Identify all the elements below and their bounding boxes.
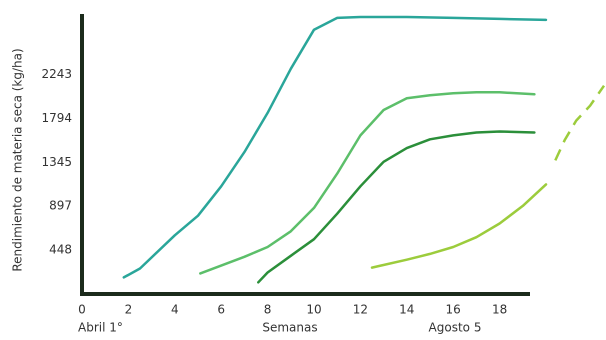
- x-tick-label: 6: [217, 303, 225, 317]
- y-axis-label: Rendimiento de materia seca (kg/ha): [11, 48, 25, 271]
- x-tick-label: 18: [492, 303, 507, 317]
- x-tick-label: 12: [353, 303, 368, 317]
- y-tick-label: 1794: [41, 111, 72, 125]
- x-tick-label: 14: [399, 303, 414, 317]
- annotation: Abril 1°: [78, 321, 123, 335]
- x-tick-label: 0: [78, 303, 86, 317]
- x-tick-label: 2: [125, 303, 133, 317]
- x-tick-label: 8: [264, 303, 272, 317]
- line: [122, 15, 548, 279]
- x-axis-label: Semanas: [262, 321, 317, 335]
- y-tick-label: 1345: [41, 155, 72, 169]
- y-tick-label: 2243: [41, 67, 72, 81]
- x-tick-label: 10: [306, 303, 321, 317]
- line: [370, 183, 548, 269]
- x-tick-label: 16: [446, 303, 461, 317]
- y-tick-label: 448: [49, 243, 72, 257]
- y-tick-label: 897: [49, 199, 72, 213]
- line: [257, 130, 536, 284]
- line: [199, 91, 536, 275]
- annotation: Agosto 5: [429, 321, 482, 335]
- line: [554, 84, 606, 161]
- x-tick-label: 4: [171, 303, 179, 317]
